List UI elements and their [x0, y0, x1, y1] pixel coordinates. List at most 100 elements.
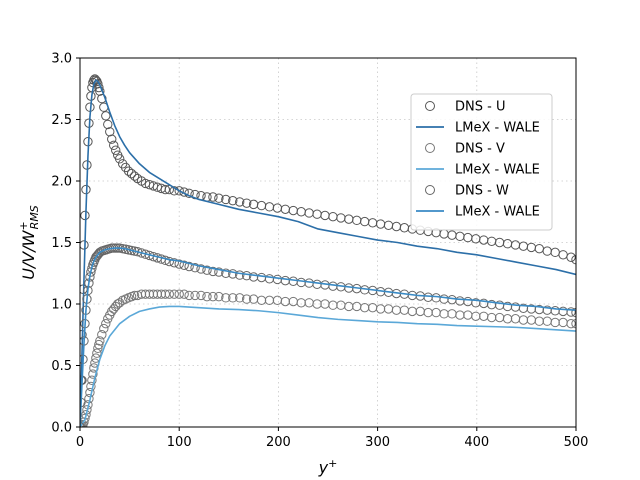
x-tick-label: 400	[464, 435, 489, 450]
data-point	[558, 250, 568, 260]
x-tick-label: 0	[76, 435, 84, 450]
data-point	[328, 300, 338, 310]
data-point	[87, 375, 97, 385]
series-3	[80, 289, 576, 427]
legend-label: LMeX - WALE	[455, 121, 540, 136]
data-point	[542, 246, 552, 256]
data-point	[241, 198, 252, 208]
data-point	[383, 304, 394, 314]
data-point	[320, 210, 330, 221]
data-point	[129, 290, 140, 301]
data-point	[502, 314, 513, 324]
data-point	[288, 205, 298, 216]
data-point	[455, 231, 465, 242]
legend-marker-swatch	[425, 101, 435, 111]
legend-entry: LMeX - WALE	[416, 205, 540, 220]
series-2	[80, 79, 576, 427]
data-point	[105, 127, 115, 137]
series-4	[80, 305, 576, 427]
data-point	[107, 134, 117, 144]
x-axis-label-main: y	[318, 458, 329, 477]
data-point	[510, 240, 521, 250]
legend-entries: DNS - U LMeX - WALE DNS - V LMeX - WALE DNS …	[416, 100, 540, 220]
data-point	[256, 295, 267, 306]
data-point	[174, 186, 184, 196]
data-point	[86, 381, 96, 392]
data-point	[550, 247, 560, 258]
data-point	[360, 216, 370, 227]
data-point	[352, 215, 362, 226]
data-point	[111, 145, 121, 155]
data-point	[566, 252, 576, 262]
series-6	[80, 247, 576, 427]
series-line	[80, 79, 576, 427]
data-point	[93, 343, 103, 353]
data-point	[550, 317, 560, 328]
y-axis-label: U/V/W+RMS	[17, 205, 41, 280]
data-point	[160, 184, 171, 195]
data-point	[471, 234, 481, 244]
data-point	[296, 298, 306, 308]
data-point	[179, 260, 189, 270]
data-point	[160, 289, 171, 299]
legend-entry: LMeX - WALE	[416, 163, 540, 178]
x-tick-label: 300	[365, 435, 390, 450]
series-line	[80, 305, 576, 427]
legend-box	[410, 93, 553, 231]
data-point	[518, 241, 529, 251]
data-point	[447, 309, 457, 319]
data-point	[235, 270, 245, 280]
data-point	[375, 304, 386, 314]
data-point	[202, 265, 212, 275]
data-point	[486, 312, 497, 323]
data-point	[367, 302, 378, 313]
data-point	[126, 168, 137, 179]
data-point	[375, 219, 386, 229]
data-point	[502, 239, 513, 249]
data-point	[431, 307, 441, 318]
data-point	[288, 276, 298, 286]
data-point	[439, 309, 449, 319]
data-point	[208, 266, 218, 277]
legend-entry: LMeX - WALE	[416, 121, 540, 136]
data-point	[256, 200, 267, 211]
data-point	[534, 243, 544, 254]
data-point	[228, 195, 238, 206]
data-point	[214, 291, 224, 302]
data-point	[566, 318, 576, 329]
x-axis-label: y+	[318, 457, 338, 478]
data-point	[383, 220, 394, 230]
axis-ticks: 0 100 200 300 400 500 0.0 0.5 1.0 1.5 2.0 2.5 3.0	[51, 52, 588, 451]
data-point	[208, 192, 218, 202]
y-tick-label: 0.0	[51, 421, 72, 436]
data-point	[228, 293, 238, 303]
series-5	[80, 243, 576, 427]
data-point	[235, 293, 245, 303]
data-point	[190, 263, 200, 273]
y-tick-label: 1.5	[51, 236, 72, 251]
plot-series	[80, 74, 576, 427]
data-point	[228, 269, 238, 279]
data-point	[86, 267, 96, 277]
data-point	[407, 306, 418, 317]
x-axis-label-sup: +	[328, 457, 337, 470]
data-point	[190, 290, 200, 301]
data-point	[235, 197, 245, 207]
x-tick-label: 500	[564, 435, 589, 450]
data-point	[288, 296, 298, 307]
y-tick-label: 3.0	[51, 52, 72, 67]
legend-entry: DNS - W	[425, 184, 509, 199]
data-point	[479, 235, 489, 245]
data-point	[304, 298, 314, 308]
data-point	[264, 274, 275, 284]
data-point	[94, 339, 104, 350]
data-point	[196, 290, 206, 301]
data-point	[101, 111, 111, 121]
legend-label: LMeX - WALE	[455, 205, 540, 220]
data-point	[344, 214, 354, 224]
y-axis-label-sub: RMS	[28, 205, 41, 229]
data-point	[399, 223, 410, 233]
data-point	[80, 240, 89, 250]
data-point	[280, 204, 291, 214]
